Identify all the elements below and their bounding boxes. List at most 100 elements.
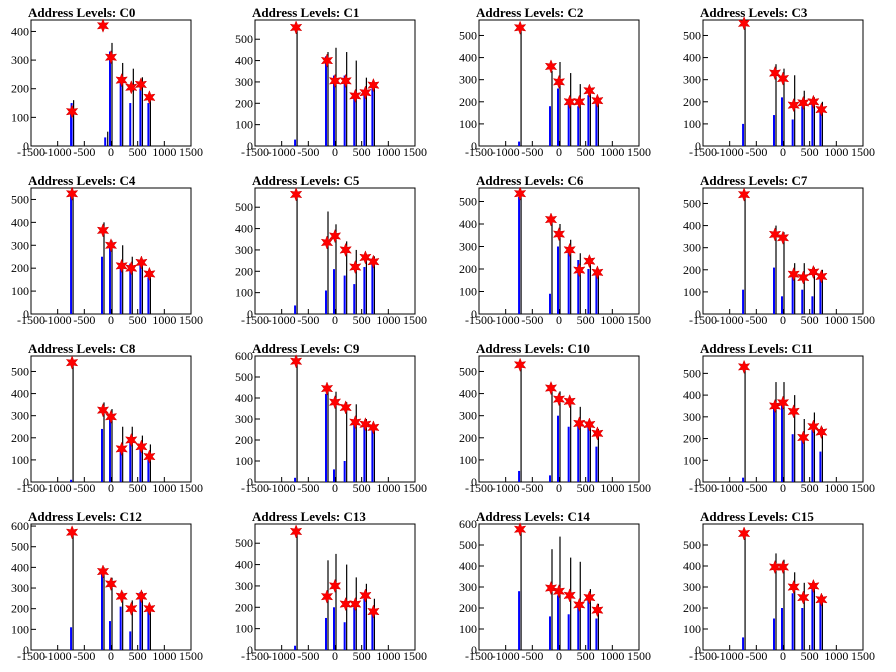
y-tick-label: 300	[683, 580, 701, 594]
chart-panel: Address Levels: C50100200300400500-1500-…	[235, 173, 427, 327]
y-tick-label: 500	[11, 540, 29, 554]
peak-marker	[563, 242, 576, 258]
y-tick-label: 100	[11, 284, 29, 298]
y-tick-label: 400	[459, 559, 477, 573]
peak-marker	[65, 186, 79, 201]
x-tick-label: -1500	[17, 481, 45, 495]
chart-panel: Address Levels: C15 0 100 200 300 400 500 -1500…	[683, 509, 875, 663]
peak-marker	[143, 90, 156, 105]
x-tick-label: 1500	[179, 145, 203, 159]
x-tick-label: -500	[73, 313, 95, 327]
peak-marker	[124, 80, 138, 95]
peak-marker	[563, 588, 576, 603]
x-tick-label: 1000	[376, 145, 400, 159]
chart-title: Address Levels: C9	[252, 341, 360, 356]
x-tick-label: 0	[108, 313, 114, 327]
y-tick-label: 400	[459, 51, 477, 65]
y-tick-label: 400	[235, 558, 253, 572]
peak-marker	[359, 417, 372, 432]
x-tick-label: 500	[577, 145, 595, 159]
x-tick-label: -1000	[268, 481, 296, 495]
peak-marker	[65, 525, 79, 540]
y-tick-label: 300	[235, 412, 253, 426]
y-tick-label: 100	[683, 285, 701, 299]
x-tick-label: -500	[73, 145, 95, 159]
chart-panel: Address Levels: C10 0 100 200 300 400 500 -1500…	[459, 341, 651, 495]
y-tick-label: 300	[235, 75, 253, 89]
peak-marker	[815, 269, 828, 284]
x-tick-label: -1000	[44, 145, 72, 159]
x-tick-label: 1500	[627, 649, 651, 663]
x-tick-label: -1500	[465, 313, 493, 327]
x-tick-label: -1000	[44, 649, 72, 663]
y-tick-label: 200	[235, 600, 253, 614]
y-tick-label: 300	[11, 53, 29, 67]
y-tick-label: 400	[683, 559, 701, 573]
chart-panel: Address Levels: C10100200300400500-1500-…	[235, 5, 427, 159]
x-tick-label: 500	[129, 145, 147, 159]
x-tick-label: -1500	[689, 145, 717, 159]
x-tick-label: -500	[745, 649, 767, 663]
x-tick-label: -1500	[17, 145, 45, 159]
peak-marker	[787, 404, 800, 419]
x-tick-label: 0	[556, 481, 562, 495]
x-tick-label: 500	[353, 481, 371, 495]
peak-marker	[339, 400, 352, 415]
chart-title: Address Levels: C7	[700, 173, 808, 188]
y-tick-label: 100	[11, 622, 29, 636]
x-tick-label: 1000	[152, 649, 176, 663]
y-tick-label: 100	[683, 453, 701, 467]
chart-panel: Address Levels: C80100200300400500-1500-…	[11, 341, 203, 495]
y-tick-label: 500	[235, 370, 253, 384]
peak-marker	[544, 380, 558, 396]
peak-marker	[104, 409, 118, 424]
y-tick-label: 100	[683, 622, 701, 636]
y-tick-label: 0	[695, 139, 701, 153]
peak-marker	[737, 187, 751, 202]
y-tick-label: 200	[11, 82, 29, 96]
y-tick-label: 200	[11, 261, 29, 275]
y-tick-label: 100	[459, 285, 477, 299]
y-tick-label: 300	[235, 243, 253, 257]
peak-marker	[796, 590, 810, 605]
x-tick-label: 0	[108, 481, 114, 495]
x-tick-label: 0	[332, 649, 338, 663]
x-tick-label: 1000	[376, 313, 400, 327]
peak-marker	[583, 253, 596, 269]
x-tick-label: 1500	[851, 649, 875, 663]
y-tick-label: 200	[11, 602, 29, 616]
chart-panel: Address Levels: C14 0 100 200 300 400 500 600 -1…	[459, 509, 651, 663]
x-tick-label: 500	[577, 313, 595, 327]
peak-marker	[289, 20, 303, 35]
peak-marker	[544, 580, 558, 596]
peak-marker	[135, 589, 148, 604]
peak-marker	[544, 212, 558, 227]
y-tick-label: 0	[23, 307, 29, 321]
peak-marker	[815, 424, 828, 440]
x-tick-label: 1000	[376, 649, 400, 663]
peak-marker	[796, 430, 810, 445]
x-tick-label: -500	[297, 649, 319, 663]
chart-title: Address Levels: C2	[476, 5, 583, 20]
chart-panel: Address Levels: C0 0 100 200 300 400 -1500-100…	[11, 5, 203, 159]
peak-marker	[124, 601, 138, 616]
y-tick-label: 400	[235, 54, 253, 68]
y-tick-label: 400	[459, 387, 477, 401]
x-tick-label: -1500	[689, 649, 717, 663]
peak-marker	[339, 242, 352, 258]
peak-marker	[289, 354, 303, 369]
chart-title: Address Levels: C13	[252, 509, 366, 524]
x-tick-label: 1000	[824, 313, 848, 327]
y-tick-label: 100	[235, 118, 253, 132]
y-tick-label: 500	[235, 200, 253, 214]
x-tick-label: -1000	[44, 313, 72, 327]
chart-title: Address Levels: C0	[28, 5, 135, 20]
x-tick-label: 500	[577, 649, 595, 663]
chart-panel: Address Levels: C60100200300400500-1500-…	[459, 173, 651, 327]
x-tick-label: 1000	[152, 481, 176, 495]
peak-marker	[737, 16, 751, 31]
peak-marker	[328, 228, 342, 244]
x-tick-label: 0	[556, 649, 562, 663]
x-tick-label: 1500	[403, 145, 427, 159]
y-tick-label: 500	[459, 364, 477, 378]
